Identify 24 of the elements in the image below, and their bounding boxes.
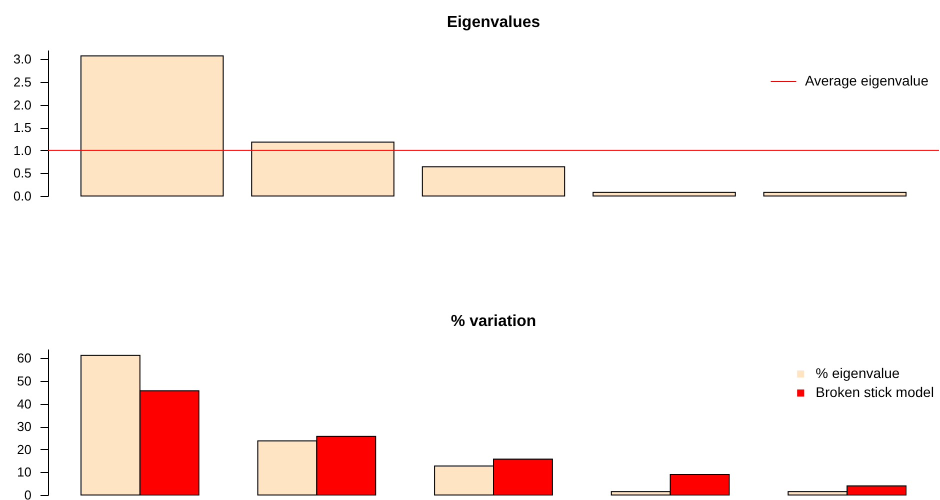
y-tick-label: 0 bbox=[24, 488, 32, 500]
legend-label: Average eigenvalue bbox=[805, 72, 929, 88]
bar bbox=[763, 192, 907, 196]
y-tick-label: 1.5 bbox=[13, 120, 32, 136]
bar bbox=[80, 55, 224, 196]
chart-title: Eigenvalues bbox=[446, 14, 540, 31]
legend-label: Broken stick model bbox=[816, 384, 934, 400]
y-tick-label: 10 bbox=[17, 464, 32, 480]
y-tick-label: 60 bbox=[17, 350, 32, 366]
bar bbox=[592, 192, 736, 196]
y-tick-label: 40 bbox=[17, 396, 32, 412]
y-tick-label: 1.0 bbox=[13, 142, 32, 158]
bar bbox=[251, 142, 394, 196]
legend-label: % eigenvalue bbox=[816, 365, 900, 381]
chart-title: % variation bbox=[450, 313, 536, 330]
y-tick-label: 20 bbox=[17, 442, 32, 457]
y-tick-label: 2.5 bbox=[13, 74, 32, 90]
y-tick-label: 50 bbox=[17, 373, 32, 388]
y-tick-label: 0.5 bbox=[13, 166, 32, 181]
y-tick-label: 3.0 bbox=[13, 52, 32, 67]
y-tick-label: 2.0 bbox=[13, 97, 32, 112]
bar bbox=[422, 166, 566, 196]
y-tick-label: 0.0 bbox=[13, 188, 32, 204]
y-tick-label: 30 bbox=[17, 419, 32, 434]
